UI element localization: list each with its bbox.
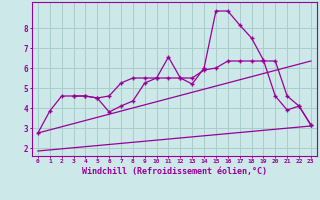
X-axis label: Windchill (Refroidissement éolien,°C): Windchill (Refroidissement éolien,°C) [82, 167, 267, 176]
